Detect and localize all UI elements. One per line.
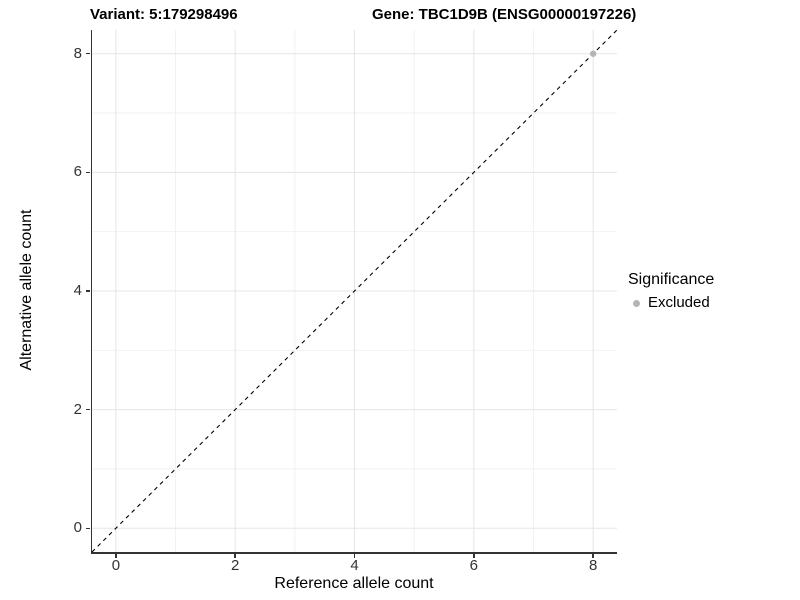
y-tick-label: 2: [73, 400, 82, 418]
legend-marker-circle-icon: [633, 299, 640, 307]
y-tick-label: 8: [73, 44, 82, 62]
y-tick-mark: [86, 408, 90, 411]
plot-title-gene: Gene: TBC1D9B (ENSG00000197226): [372, 6, 637, 23]
x-tick-mark: [473, 554, 475, 558]
legend-entry-label: Excluded: [648, 294, 710, 311]
x-tick-label: 2: [231, 557, 240, 574]
x-axis-line: [90, 552, 617, 554]
x-tick-mark: [115, 554, 117, 558]
legend-title: Significance: [628, 271, 715, 288]
x-tick-label: 6: [469, 557, 478, 574]
y-axis-line: [90, 30, 92, 554]
y-tick-mark: [86, 290, 90, 292]
y-tick-mark: [86, 171, 90, 174]
data-point: [589, 50, 597, 57]
x-tick-mark: [234, 554, 236, 558]
plot-title-variant: Variant: 5:179298496: [90, 6, 238, 23]
legend: Significance Excluded: [628, 270, 714, 313]
y-tick-label: 0: [73, 519, 82, 537]
x-axis-title: Reference allele count: [274, 575, 434, 592]
y-tick-mark: [86, 527, 90, 530]
x-tick-mark: [592, 554, 594, 558]
x-tick-label: 8: [588, 557, 598, 574]
identity-line: [91, 29, 618, 553]
x-tick-label: 4: [350, 557, 359, 574]
x-tick-mark: [353, 554, 356, 558]
plot-canvas: [91, 29, 618, 553]
y-tick-label: 6: [73, 163, 82, 181]
x-tick-label: 0: [111, 557, 121, 574]
y-tick-mark: [86, 52, 90, 55]
y-tick-label: 4: [73, 282, 82, 299]
legend-entry: Excluded: [628, 293, 714, 313]
